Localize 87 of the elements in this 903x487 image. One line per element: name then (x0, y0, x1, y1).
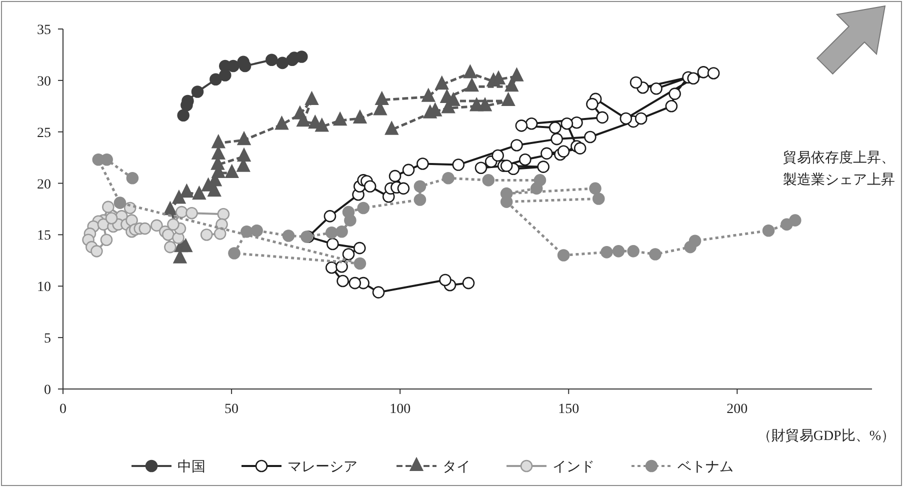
point (138, 222, 152, 235)
point (126, 214, 138, 226)
x-tick-label: 100 (390, 402, 411, 417)
annotation: 貿易依存度上昇、製造業シェア上昇 (783, 150, 895, 188)
point (167, 218, 180, 231)
point (435, 76, 449, 90)
point (102, 200, 114, 214)
point (237, 132, 251, 146)
point (788, 214, 802, 226)
point (164, 240, 176, 254)
point (315, 118, 329, 132)
point (482, 174, 495, 186)
point (275, 116, 288, 130)
point (470, 98, 484, 112)
point (296, 113, 310, 127)
point (649, 248, 662, 260)
point (354, 257, 366, 270)
point (762, 224, 775, 237)
point (192, 186, 206, 200)
point (357, 202, 370, 214)
legend-label: 中国 (178, 459, 206, 475)
point (463, 64, 477, 78)
point (225, 164, 239, 178)
legend-label: タイ (442, 460, 470, 475)
point (589, 182, 602, 195)
y-tick-label: 20 (37, 177, 51, 192)
x-axis-title: （財貿易GDP比、%） (757, 428, 895, 444)
y-tick-label: 10 (37, 280, 51, 296)
y-tick-label: 5 (44, 332, 51, 347)
point (375, 92, 389, 106)
y-tick-label: 30 (37, 74, 51, 90)
point (162, 228, 174, 241)
point (612, 245, 625, 258)
point (504, 78, 518, 92)
legend-label: インド (552, 460, 594, 475)
point (305, 92, 318, 106)
legend-label: マレーシア (288, 460, 358, 475)
point (250, 224, 263, 237)
point (105, 212, 118, 224)
point (502, 92, 515, 106)
point (163, 202, 177, 216)
point (100, 234, 113, 246)
point (172, 190, 186, 204)
point (465, 78, 479, 92)
point (422, 88, 436, 102)
x-tick-label: 200 (726, 402, 748, 417)
point (180, 184, 194, 198)
point (336, 225, 348, 238)
point (442, 172, 454, 184)
point (592, 192, 605, 205)
point (627, 245, 640, 258)
point (600, 246, 613, 258)
point (414, 194, 426, 206)
point (240, 225, 253, 238)
point (282, 230, 295, 242)
y-tick-label: 35 (37, 23, 51, 38)
point (326, 226, 338, 239)
point (176, 206, 188, 218)
x-tick-label: 50 (224, 402, 239, 417)
point (228, 247, 240, 260)
point (414, 180, 426, 193)
point (384, 121, 398, 135)
x-tick-label: 150 (558, 402, 580, 417)
point (150, 219, 163, 232)
point (212, 146, 226, 160)
legend-label: ベトナム (678, 460, 734, 475)
point (423, 104, 437, 118)
y-tick-label: 15 (37, 228, 51, 244)
point (353, 110, 367, 124)
point (212, 134, 226, 148)
point (237, 148, 251, 162)
y-tick-label: 25 (37, 126, 51, 141)
point (342, 206, 355, 218)
point (186, 206, 198, 220)
point (217, 208, 230, 220)
point (126, 172, 139, 184)
point (214, 228, 226, 240)
point (510, 68, 524, 82)
point (688, 234, 702, 248)
point (114, 196, 126, 209)
x-tick-label: 0 (60, 402, 66, 417)
point (90, 245, 103, 258)
y-tick-label: 0 (44, 383, 51, 398)
point (333, 112, 347, 126)
point (557, 249, 570, 262)
point (200, 228, 213, 241)
point (530, 182, 543, 195)
